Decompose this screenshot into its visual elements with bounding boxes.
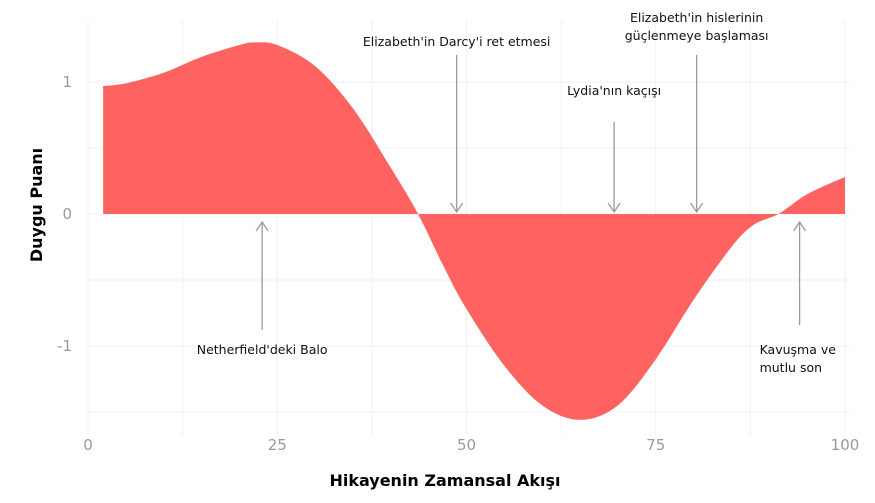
annotations: Netherfield'deki Balo Elizabeth'in Darcy'… [197, 10, 837, 375]
x-tick-label: 75 [646, 436, 665, 454]
annotation-label: güçlenmeye başlaması [625, 28, 769, 43]
annotation: Kavuşma ve mutlu son [760, 220, 837, 375]
annotation: Netherfield'deki Balo [197, 220, 328, 357]
arrow-head-icon [607, 202, 621, 214]
annotation-label: Kavuşma ve [760, 342, 837, 357]
annotation: Elizabeth'in Darcy'i ret etmesi [363, 34, 551, 214]
x-axis-ticks: 0 25 50 75 100 [83, 436, 859, 454]
x-tick-label: 100 [831, 436, 860, 454]
annotation-label: Elizabeth'in Darcy'i ret etmesi [363, 34, 551, 49]
x-tick-label: 0 [83, 436, 93, 454]
arrow-head-icon [793, 220, 807, 232]
annotation-label: Lydia'nın kaçışı [567, 83, 661, 98]
annotation-label: mutlu son [760, 360, 822, 375]
x-tick-label: 25 [268, 436, 287, 454]
x-tick-label: 50 [457, 436, 476, 454]
y-tick-label: -1 [57, 337, 72, 355]
arrow-head-icon [255, 220, 269, 232]
arrow-head-icon [450, 202, 464, 214]
annotation-label: Elizabeth'in hislerinin [630, 10, 763, 25]
annotation-label: Netherfield'deki Balo [197, 342, 328, 357]
annotation: Lydia'nın kaçışı [567, 83, 661, 214]
sentiment-area [103, 42, 845, 420]
annotation: Elizabeth'in hislerinin güçlenmeye başlam… [625, 10, 769, 214]
x-axis-title: Hikayenin Zamansal Akışı [329, 471, 560, 490]
y-axis-title: Duygu Puanı [27, 148, 46, 262]
y-tick-label: 1 [62, 73, 72, 91]
y-axis-ticks: 1 0 -1 [57, 73, 72, 355]
y-tick-label: 0 [62, 205, 72, 223]
arrow-head-icon [690, 202, 704, 214]
